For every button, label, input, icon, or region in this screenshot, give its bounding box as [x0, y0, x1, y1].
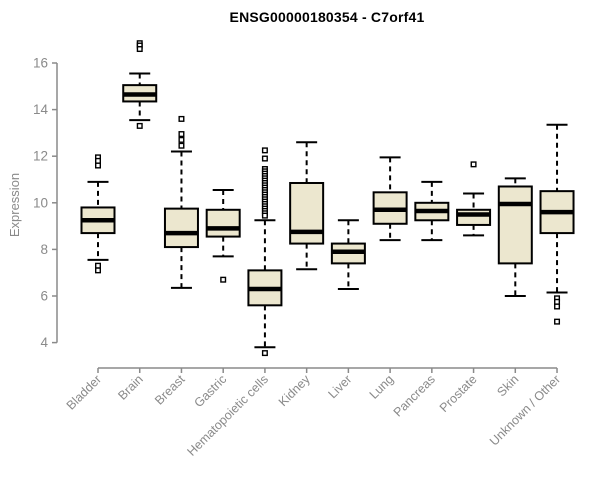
outlier-point: [554, 303, 561, 310]
x-tick-label: Lung: [367, 372, 397, 402]
x-tick-label: Gastric: [191, 372, 229, 410]
boxplot-breast: [163, 115, 199, 289]
y-axis: 4 6 8 10 12 14 16: [33, 56, 58, 350]
outlier-point: [261, 147, 268, 154]
x-tick-label: Breast: [152, 372, 188, 408]
iqr-box: [497, 185, 533, 265]
boxplot-hematopoietic-cells: [247, 147, 283, 357]
y-tick-label: 14: [33, 102, 49, 117]
outlier-point: [554, 298, 561, 305]
iqr-box: [205, 208, 241, 238]
outlier-point: [178, 142, 185, 149]
x-tick-label: Liver: [325, 372, 354, 401]
y-tick-label: 4: [40, 335, 48, 350]
outlier-point: [178, 131, 185, 138]
boxplot-brain: [122, 40, 158, 129]
boxplot-bladder: [80, 154, 116, 274]
outlier-point: [261, 212, 268, 219]
x-tick-label: Pancreas: [391, 372, 438, 419]
boxplot-unknown-other: [539, 123, 575, 325]
outlier-point: [94, 162, 101, 169]
y-tick-label: 12: [33, 149, 48, 164]
boxplot-skin: [497, 177, 533, 297]
boxplot-pancreas: [414, 180, 450, 242]
x-tick-label: Kidney: [276, 372, 313, 409]
outlier-point: [178, 136, 185, 143]
outlier-point: [136, 122, 143, 129]
outlier-point: [220, 276, 227, 283]
outlier-point: [554, 318, 561, 325]
x-tick-label: Unknown / Other: [487, 372, 563, 448]
boxplot-gastric: [205, 188, 241, 283]
boxplot-prostate: [456, 161, 492, 237]
boxplot-lung: [372, 156, 408, 242]
boxplot-liver: [330, 219, 366, 291]
outlier-point: [261, 350, 268, 357]
outlier-point: [136, 46, 143, 53]
outlier-point: [470, 161, 477, 168]
x-tick-label: Brain: [115, 372, 146, 403]
y-tick-label: 6: [40, 289, 48, 304]
outlier-point: [94, 267, 101, 274]
iqr-box: [456, 208, 492, 226]
y-tick-label: 10: [33, 195, 48, 210]
outlier-point: [94, 262, 101, 269]
outlier-point: [261, 155, 268, 162]
iqr-box: [163, 207, 199, 249]
outlier-point: [178, 115, 185, 122]
x-tick-label: Skin: [494, 372, 521, 399]
y-tick-label: 8: [40, 242, 48, 257]
x-tick-label: Prostate: [437, 372, 480, 415]
boxplot-kidney: [289, 141, 325, 271]
x-tick-label: Hematopoietic cells: [184, 372, 271, 459]
chart-title: ENSG00000180354 - C7orf41: [229, 9, 425, 25]
outlier-point: [94, 157, 101, 164]
iqr-box: [289, 181, 325, 245]
x-tick-label: Bladder: [64, 372, 104, 412]
y-tick-label: 16: [33, 56, 48, 71]
